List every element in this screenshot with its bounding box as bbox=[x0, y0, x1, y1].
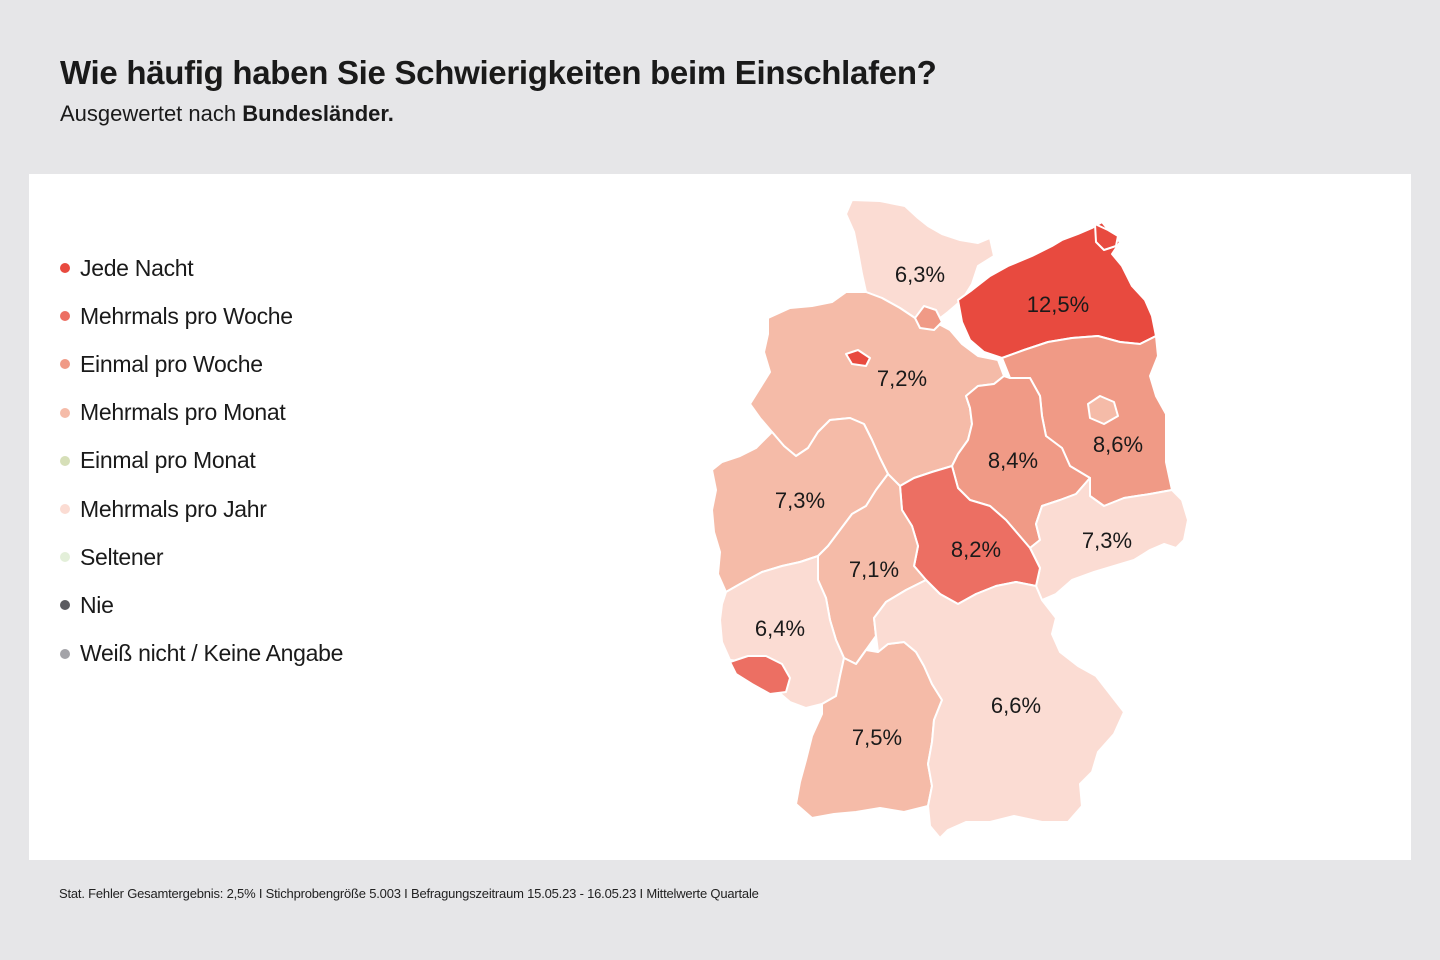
region-labels: 6,3% 12,5% 7,2% 8,6% 8,4% 7,3% 7,3% 8,2%… bbox=[755, 262, 1143, 750]
footnote: Stat. Fehler Gesamtergebnis: 2,5% I Stic… bbox=[59, 886, 759, 901]
legend-dot bbox=[60, 407, 70, 418]
label-nordrhein-westfalen: 7,3% bbox=[775, 488, 825, 513]
legend-dot bbox=[60, 455, 70, 466]
subtitle-prefix: Ausgewertet nach bbox=[60, 101, 237, 126]
region-schleswig-holstein[interactable] bbox=[845, 199, 995, 323]
region-sachsen[interactable] bbox=[1029, 477, 1189, 601]
chart-title: Wie häufig haben Sie Schwierigkeiten bei… bbox=[60, 54, 937, 91]
legend-item: Seltener bbox=[60, 533, 343, 581]
label-baden-wuerttemberg: 7,5% bbox=[852, 725, 902, 750]
legend-dot bbox=[60, 600, 70, 611]
legend-item: Mehrmals pro Jahr bbox=[60, 485, 343, 533]
region-ruegen[interactable] bbox=[1094, 223, 1119, 251]
legend-dot bbox=[60, 552, 70, 563]
region-saarland[interactable] bbox=[729, 655, 791, 695]
legend: Jede Nacht Mehrmals pro Woche Einmal pro… bbox=[60, 244, 343, 678]
legend-item: Einmal pro Monat bbox=[60, 437, 343, 485]
legend-dot bbox=[60, 504, 70, 515]
legend-label: Jede Nacht bbox=[80, 254, 194, 281]
label-rheinland-pfalz: 6,4% bbox=[755, 616, 805, 641]
region-hamburg[interactable] bbox=[914, 305, 943, 331]
legend-label: Mehrmals pro Monat bbox=[80, 399, 286, 426]
label-bayern: 6,6% bbox=[991, 693, 1041, 718]
label-hessen: 7,1% bbox=[849, 557, 899, 582]
region-bayern[interactable] bbox=[873, 579, 1125, 839]
label-thueringen: 8,2% bbox=[951, 537, 1001, 562]
label-sachsen: 7,3% bbox=[1082, 528, 1132, 553]
region-mecklenburg-vorpommern[interactable] bbox=[957, 221, 1157, 359]
legend-item: Mehrmals pro Monat bbox=[60, 389, 343, 437]
legend-label: Seltener bbox=[80, 543, 164, 570]
label-sachsen-anhalt: 8,4% bbox=[988, 448, 1038, 473]
legend-label: Weiß nicht / Keine Angabe bbox=[80, 640, 344, 667]
legend-item: Nie bbox=[60, 581, 343, 629]
label-schleswig-holstein: 6,3% bbox=[895, 262, 945, 287]
legend-item: Mehrmals pro Woche bbox=[60, 292, 343, 340]
legend-item: Weiß nicht / Keine Angabe bbox=[60, 630, 343, 678]
label-brandenburg: 8,6% bbox=[1093, 432, 1143, 457]
chart-card: Jede Nacht Mehrmals pro Woche Einmal pro… bbox=[29, 174, 1411, 860]
legend-label: Mehrmals pro Jahr bbox=[80, 495, 267, 522]
legend-label: Einmal pro Monat bbox=[80, 447, 256, 474]
legend-label: Mehrmals pro Woche bbox=[80, 302, 293, 329]
legend-item: Jede Nacht bbox=[60, 244, 343, 292]
legend-dot bbox=[60, 311, 70, 322]
legend-dot bbox=[60, 263, 70, 274]
legend-item: Einmal pro Woche bbox=[60, 340, 343, 388]
germany-map: 6,3% 12,5% 7,2% 8,6% 8,4% 7,3% 7,3% 8,2%… bbox=[711, 199, 1189, 839]
legend-dot bbox=[60, 648, 70, 659]
subtitle-bold: Bundesländer. bbox=[242, 101, 394, 126]
region-berlin[interactable] bbox=[1087, 395, 1119, 425]
label-niedersachsen: 7,2% bbox=[877, 366, 927, 391]
chart-subtitle: Ausgewertet nach Bundesländer. bbox=[60, 101, 394, 127]
region-bremen[interactable] bbox=[845, 349, 871, 367]
label-mecklenburg-vorpommern: 12,5% bbox=[1027, 292, 1089, 317]
legend-label: Nie bbox=[80, 591, 114, 618]
legend-dot bbox=[60, 359, 70, 370]
legend-label: Einmal pro Woche bbox=[80, 350, 263, 377]
